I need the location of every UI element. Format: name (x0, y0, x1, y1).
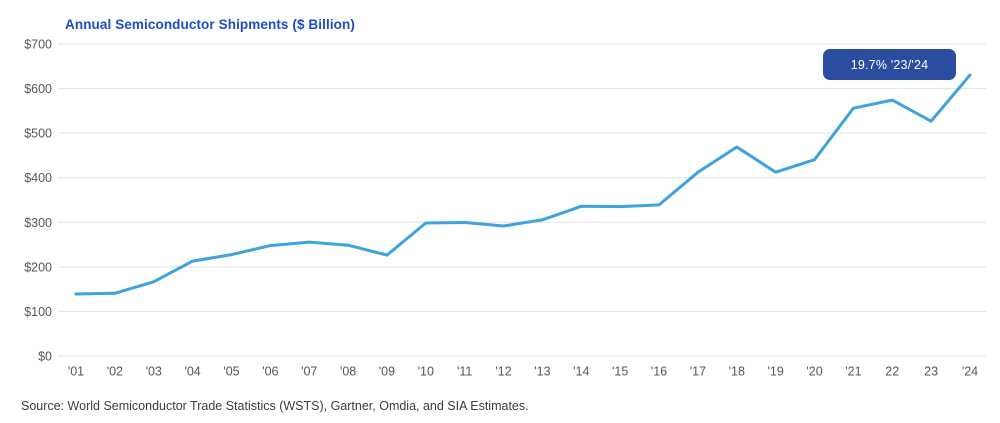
x-tick-label: '18 (729, 365, 745, 379)
x-tick-label: '08 (340, 365, 356, 379)
x-tick-label: '09 (379, 365, 395, 379)
x-tick-label: '13 (534, 365, 550, 379)
y-tick-label: $200 (24, 260, 52, 274)
shipments-line (74, 73, 972, 296)
x-tick-label: '03 (146, 365, 162, 379)
y-tick-label: $300 (24, 216, 52, 230)
x-tick-label: '17 (690, 365, 706, 379)
x-tick-label: '15 (612, 365, 628, 379)
source-note: Source: World Semiconductor Trade Statis… (21, 399, 529, 413)
x-tick-label: '06 (262, 365, 278, 379)
x-tick-label: '20 (806, 365, 822, 379)
growth-annotation-badge: 19.7% '23/'24 (823, 49, 956, 80)
y-tick-label: $500 (24, 127, 52, 141)
x-tick-label: '12 (495, 365, 511, 379)
x-tick-label: '05 (223, 365, 239, 379)
y-tick-label: $100 (24, 305, 52, 319)
x-tick-label: 22 (885, 365, 899, 379)
y-tick-label: $700 (24, 38, 52, 52)
y-tick-label: $400 (24, 171, 52, 185)
x-tick-label: '01 (68, 365, 84, 379)
x-tick-label: '16 (651, 365, 667, 379)
y-tick-label: $0 (38, 350, 52, 364)
y-tick-label: $600 (24, 82, 52, 96)
x-tick-label: '21 (845, 365, 861, 379)
x-tick-label: '11 (457, 365, 472, 379)
x-tick-label: '02 (107, 365, 123, 379)
x-tick-label: '10 (418, 365, 434, 379)
x-tick-label: 23 (924, 365, 938, 379)
x-tick-label: '07 (301, 365, 317, 379)
x-tick-label: '19 (768, 365, 784, 379)
x-tick-label: '04 (184, 365, 200, 379)
x-tick-label: '14 (573, 365, 589, 379)
x-tick-label: '24 (962, 365, 978, 379)
chart-title: Annual Semiconductor Shipments ($ Billio… (65, 17, 355, 32)
